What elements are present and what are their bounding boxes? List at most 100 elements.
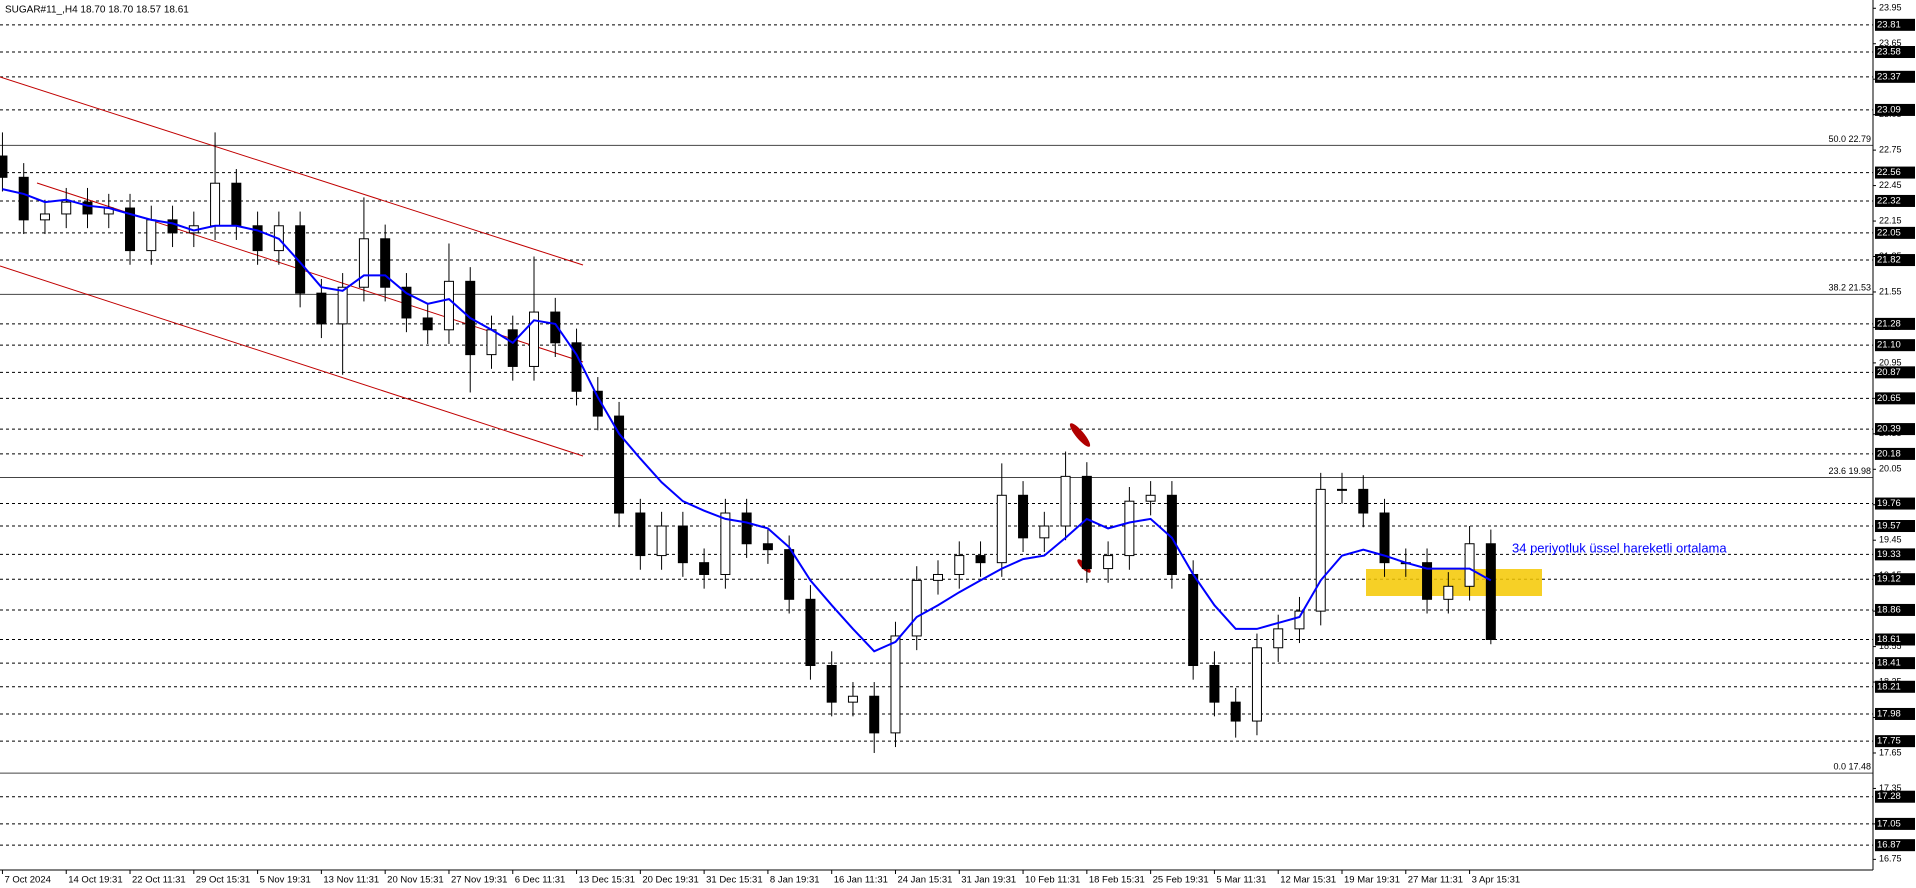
level-label-box [1875, 423, 1915, 436]
candle-body [996, 494, 1007, 564]
level-label: 22.56 [1877, 167, 1901, 178]
level-label-box [1875, 603, 1915, 616]
ema-line [2, 188, 1492, 653]
candle-body [167, 219, 178, 234]
y-tick-label: 16.75 [1879, 854, 1902, 864]
channel-lower [0, 265, 584, 457]
level-label-box [1875, 817, 1915, 830]
level-label-box [1875, 447, 1915, 460]
x-tick-label: 14 Oct 19:31 [68, 875, 122, 886]
highlight-zone [1366, 569, 1542, 596]
x-tick-label: 27 Nov 19:31 [451, 875, 508, 886]
level-label: 23.81 [1877, 19, 1901, 30]
candle-body [762, 543, 773, 551]
candle-body [1209, 665, 1220, 703]
candle-body [677, 525, 688, 564]
level-label: 17.75 [1877, 736, 1901, 747]
x-tick-label: 5 Nov 19:31 [260, 875, 311, 886]
y-tick-label: 21.55 [1879, 286, 1902, 296]
level-label-box [1875, 392, 1915, 405]
level-label-box [1875, 839, 1915, 852]
level-label: 21.82 [1877, 255, 1901, 266]
level-label-box [1875, 573, 1915, 586]
fib-label: 23.6 19.98 [1828, 466, 1871, 476]
x-tick-label: 22 Oct 11:31 [132, 875, 186, 886]
candle-body [1294, 610, 1305, 630]
level-label: 23.09 [1877, 104, 1901, 115]
marker-arrow [1069, 423, 1091, 447]
x-tick-label: 25 Feb 19:31 [1153, 875, 1209, 886]
candle-body [0, 155, 8, 178]
level-label-box [1875, 254, 1915, 267]
y-tick-label: 22.45 [1879, 180, 1902, 190]
candle-body [890, 635, 901, 734]
level-label: 16.87 [1877, 840, 1901, 851]
candle-body [1379, 512, 1390, 564]
level-label-box [1875, 70, 1915, 83]
fib-label: 0.0 17.48 [1833, 761, 1871, 771]
level-label: 23.58 [1877, 47, 1901, 58]
level-label: 19.12 [1877, 574, 1901, 585]
candle-body [401, 286, 412, 319]
fib-label: 38.2 21.53 [1828, 283, 1871, 293]
candle-body [1018, 494, 1029, 539]
candle-body [61, 201, 72, 215]
candle-body [295, 225, 306, 294]
level-label: 19.76 [1877, 498, 1901, 509]
x-tick-label: 10 Feb 11:31 [1025, 875, 1080, 886]
y-tick-label: 22.15 [1879, 215, 1902, 225]
candle-body [231, 182, 242, 227]
x-tick-label: 18 Feb 15:31 [1089, 875, 1145, 886]
y-tick-label: 18.55 [1879, 641, 1902, 651]
level-label: 17.28 [1877, 791, 1901, 802]
level-label-box [1875, 633, 1915, 646]
x-tick-label: 24 Jan 15:31 [897, 875, 952, 886]
x-tick-label: 12 Mar 15:31 [1280, 875, 1336, 886]
candle-body [1273, 628, 1284, 649]
candle-body [635, 512, 646, 557]
candle-body [1230, 701, 1241, 722]
level-label-box [1875, 680, 1915, 693]
x-tick-label: 7 Oct 2024 [4, 875, 50, 886]
candle-body [1124, 500, 1135, 557]
x-tick-label: 29 Oct 15:31 [196, 875, 250, 886]
chart-title: SUGAR#11_,H4 18.70 18.70 18.57 18.61 [5, 5, 189, 16]
x-tick-label: 20 Dec 19:31 [642, 875, 699, 886]
level-label: 21.10 [1877, 340, 1901, 351]
candle-body [826, 665, 837, 703]
x-tick-label: 31 Jan 19:31 [961, 875, 1016, 886]
candle-body [337, 286, 348, 325]
candle-body [847, 695, 858, 703]
candle-body [1103, 555, 1114, 570]
y-tick-label: 23.95 [1879, 3, 1902, 13]
x-tick-label: 20 Nov 15:31 [387, 875, 444, 886]
candle-body [39, 213, 50, 221]
candle-body [125, 207, 136, 252]
y-tick-label: 17.35 [1879, 783, 1902, 793]
candle-body [1464, 543, 1475, 587]
ema-annotation: 34 periyotluk üssel hareketli ortalama [1512, 540, 1727, 555]
candle-body [529, 311, 540, 367]
candle-body [380, 238, 391, 288]
candle-body [869, 695, 880, 734]
candle-body [443, 280, 454, 331]
y-tick-label: 20.95 [1879, 357, 1902, 367]
marks-layer [0, 132, 1496, 753]
level-label: 22.05 [1877, 227, 1901, 238]
x-tick-label: 13 Nov 11:31 [323, 875, 379, 886]
level-label-box [1875, 520, 1915, 533]
x-tick-label: 27 Mar 11:31 [1408, 875, 1463, 886]
candle-body [805, 598, 816, 667]
x-tick-label: 6 Dec 11:31 [515, 875, 566, 886]
level-label-box [1875, 339, 1915, 352]
level-label: 20.39 [1877, 424, 1901, 435]
level-label: 18.41 [1877, 658, 1901, 669]
level-label-box [1875, 46, 1915, 59]
level-label: 17.98 [1877, 708, 1901, 719]
x-tick-label: 31 Dec 15:31 [706, 875, 763, 886]
level-label-box [1875, 103, 1915, 116]
level-label-box [1875, 317, 1915, 330]
candle-body [422, 317, 433, 331]
